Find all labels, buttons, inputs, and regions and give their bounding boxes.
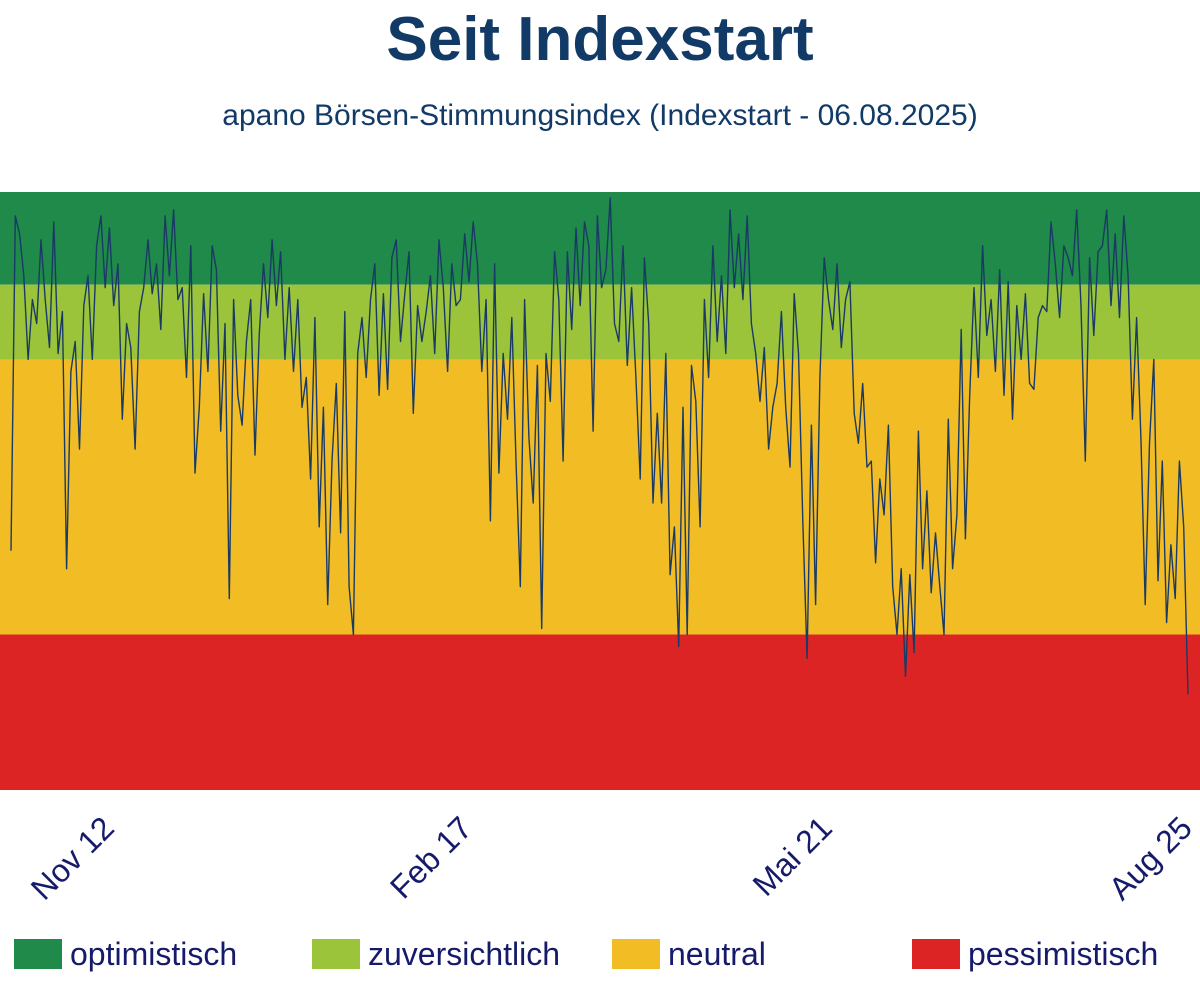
x-tick-label: Nov 12 — [24, 809, 121, 906]
x-tick-label: Aug 25 — [1102, 809, 1199, 906]
chart-subtitle: apano Börsen-Stimmungsindex (Indexstart … — [222, 99, 978, 132]
legend-swatch-neutral — [612, 939, 660, 969]
zone-pessimistisch — [0, 634, 1200, 790]
legend-label-zuversichtlich: zuversichtlich — [368, 935, 561, 972]
sentiment-zones — [0, 192, 1200, 790]
x-axis-ticks: Nov 12 Feb 17 Mai 21 Aug 25 — [24, 809, 1199, 906]
sentiment-line — [10, 197, 1189, 695]
zone-neutral — [0, 359, 1200, 635]
legend-label-neutral: neutral — [668, 935, 766, 972]
legend-item-zuversichtlich: zuversichtlich — [312, 932, 560, 976]
sentiment-chart: Nov 12 Feb 17 Mai 21 Aug 25 — [0, 192, 1200, 907]
chart-title: Seit Indexstart — [386, 5, 814, 74]
legend-item-optimistisch: optimistisch — [14, 932, 237, 976]
legend-item-neutral: neutral — [612, 932, 766, 976]
legend-swatch-zuversichtlich — [312, 939, 360, 969]
legend: optimistisch zuversichtlich neutral pess… — [0, 932, 1200, 976]
legend-item-pessimistisch: pessimistisch — [912, 932, 1158, 976]
legend-label-optimistisch: optimistisch — [70, 935, 238, 972]
x-tick-label: Mai 21 — [746, 809, 839, 902]
legend-swatch-optimistisch — [14, 939, 62, 969]
x-tick-label: Feb 17 — [383, 809, 479, 905]
legend-label-pessimistisch: pessimistisch — [968, 935, 1159, 972]
legend-swatch-pessimistisch — [912, 939, 960, 969]
